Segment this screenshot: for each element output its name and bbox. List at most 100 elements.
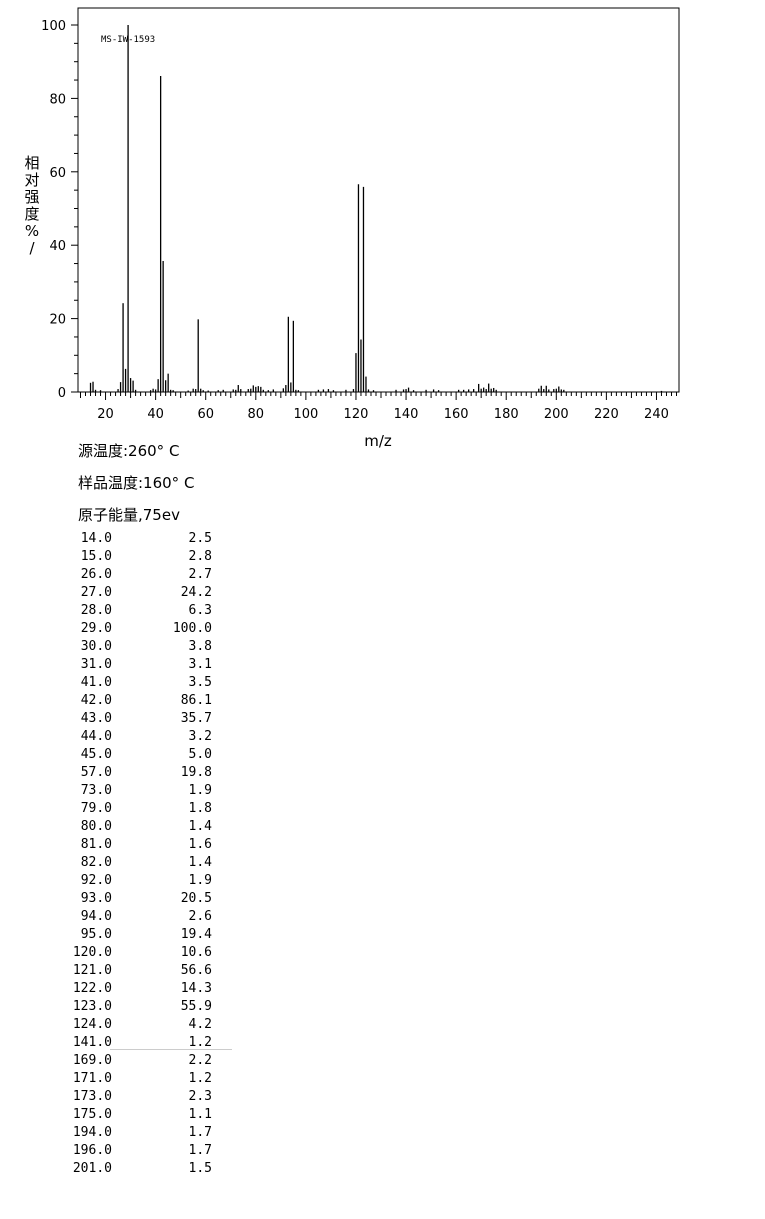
table-row: 82.0 1.4 [0,854,240,872]
mz-value: 82.0 [80,855,112,870]
x-tick-label: 160 [444,407,469,422]
intensity-value: 1.4 [188,855,212,870]
intensity-value: 1.7 [188,1125,212,1140]
mz-value: 123.0 [72,999,112,1014]
mz-value: 30.0 [80,639,112,654]
intensity-value: 1.4 [188,819,212,834]
intensity-value: 1.9 [188,783,212,798]
x-tick-label: 40 [147,407,164,422]
intensity-value: 6.3 [188,603,212,618]
sample-temperature: 样品温度:160° C [78,474,195,492]
intensity-value: 1.2 [188,1071,212,1086]
spectrum-id-label: MS-IW-1593 [101,35,155,45]
mz-value: 93.0 [80,891,112,906]
mz-value: 196.0 [72,1143,112,1158]
intensity-value: 56.6 [180,963,212,978]
intensity-value: 19.8 [180,765,212,780]
intensity-value: 35.7 [180,711,212,726]
intensity-value: 3.2 [188,729,212,744]
x-tick-label: 180 [494,407,519,422]
intensity-value: 2.2 [188,1053,212,1068]
x-axis-label: m/z [364,432,392,450]
mz-value: 80.0 [80,819,112,834]
mz-value: 27.0 [80,585,112,600]
intensity-value: 4.2 [188,1017,212,1032]
mz-value: 44.0 [80,729,112,744]
mz-value: 124.0 [72,1017,112,1032]
y-axis-label-char: 相 [24,154,39,172]
table-row: 30.0 3.8 [0,638,240,656]
intensity-value: 1.1 [188,1107,212,1122]
plot-frame [77,7,680,393]
table-row: 41.0 3.5 [0,674,240,692]
y-axis: 0 20 40 60 80 100 [41,19,78,401]
table-row: 42.0 86.1 [0,692,240,710]
mz-value: 121.0 [72,963,112,978]
intensity-value: 10.6 [180,945,212,960]
table-row: 92.0 1.9 [0,872,240,890]
intensity-value: 2.5 [188,531,212,546]
mz-value: 15.0 [80,549,112,564]
y-axis-label-char: 度 [24,205,39,223]
intensity-value: 3.1 [188,657,212,672]
y-axis-label-char: / [29,239,35,257]
table-row: 57.0 19.8 [0,764,240,782]
table-row: 171.0 1.2 [0,1070,240,1088]
table-row: 175.0 1.1 [0,1106,240,1124]
y-tick-label: 40 [49,239,66,254]
intensity-value: 2.3 [188,1089,212,1104]
electron-energy: 原子能量,75ev [78,506,180,524]
intensity-value: 20.5 [180,891,212,906]
table-row: 121.0 56.6 [0,962,240,980]
table-row: 169.0 2.2 [0,1052,240,1070]
mz-value: 14.0 [80,531,112,546]
intensity-value: 55.9 [180,999,212,1014]
table-row: 196.0 1.7 [0,1142,240,1160]
table-row: 93.0 20.5 [0,890,240,908]
mz-value: 31.0 [80,657,112,672]
y-tick-label: 100 [41,19,66,34]
peak-table: 14.0 2.5 15.0 2.8 26.0 2.7 27.0 24.2 28.0 6.3 29.0… [0,530,240,1178]
mz-value: 201.0 [72,1161,112,1176]
table-row: 81.0 1.6 [0,836,240,854]
mz-value: 173.0 [72,1089,112,1104]
table-row: 27.0 24.2 [0,584,240,602]
x-tick-label: 120 [344,407,369,422]
table-row: 45.0 5.0 [0,746,240,764]
mz-value: 94.0 [80,909,112,924]
x-tick-label: 200 [544,407,569,422]
intensity-value: 5.0 [188,747,212,762]
table-row: 123.0 55.9 [0,998,240,1016]
y-tick-label: 0 [58,386,66,401]
mz-value: 26.0 [80,567,112,582]
x-tick-label: 60 [197,407,214,422]
mz-value: 171.0 [72,1071,112,1086]
x-tick-label: 240 [644,407,669,422]
mz-value: 169.0 [72,1053,112,1068]
mz-value: 43.0 [80,711,112,726]
source-temperature: 源温度:260° C [78,442,180,460]
mz-value: 81.0 [80,837,112,852]
y-tick-label: 60 [49,166,66,181]
intensity-value: 24.2 [180,585,212,600]
table-row: 15.0 2.8 [0,548,240,566]
mz-value: 28.0 [80,603,112,618]
mz-value: 79.0 [80,801,112,816]
mz-value: 120.0 [72,945,112,960]
mz-value: 95.0 [80,927,112,942]
intensity-value: 100.0 [172,621,212,636]
table-row: 79.0 1.8 [0,800,240,818]
intensity-value: 1.7 [188,1143,212,1158]
mz-value: 194.0 [72,1125,112,1140]
table-row: 124.0 4.2 [0,1016,240,1034]
table-row: 94.0 2.6 [0,908,240,926]
table-row: 95.0 19.4 [0,926,240,944]
table-row: 122.0 14.3 [0,980,240,998]
intensity-value: 1.5 [188,1161,212,1176]
x-tick-label: 140 [394,407,419,422]
y-axis-label-char: 强 [24,188,39,206]
table-row: 44.0 3.2 [0,728,240,746]
table-row: 31.0 3.1 [0,656,240,674]
